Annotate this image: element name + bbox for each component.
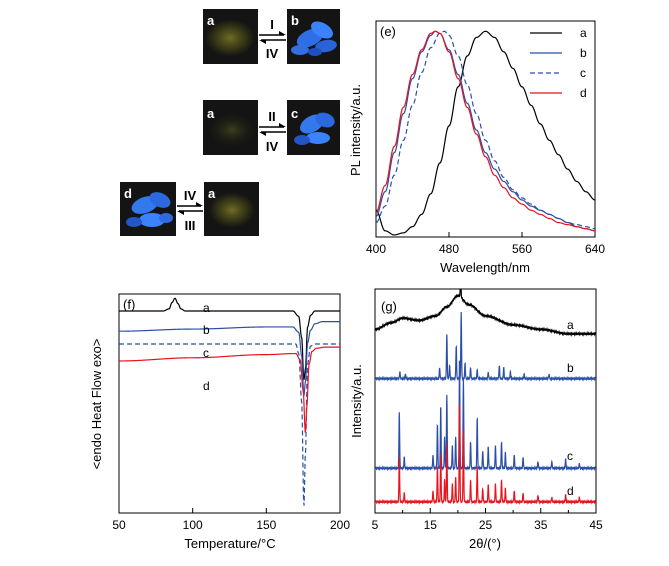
- x-tick-label: 640: [585, 242, 605, 256]
- legend-entry-c: c: [530, 66, 586, 80]
- x-axis-label: 2θ/(°): [469, 536, 501, 551]
- series-d-line: [376, 30, 595, 232]
- plot-frame: [374, 288, 597, 514]
- yellow-glow: [210, 114, 254, 146]
- photo-row-3: d a IV III: [120, 182, 259, 236]
- arrow-label-backward: III: [185, 218, 196, 233]
- arrow-label-backward: IV: [266, 139, 279, 154]
- series-c-line: [376, 30, 595, 230]
- arrow-label-forward: I: [270, 17, 274, 32]
- x-tick-label: 100: [183, 518, 203, 532]
- x-tick-label: 400: [366, 242, 386, 256]
- blue-crystals: [126, 192, 173, 227]
- xrd-curves: [375, 289, 596, 506]
- x-tick-label: 5: [372, 518, 379, 532]
- arrow-label-forward: II: [268, 109, 275, 124]
- xrd-chart: 5 15 25 35 45 (g) a b c d 2θ/(°) Intensity/a…: [349, 288, 603, 551]
- legend-entry-d: d: [530, 86, 587, 100]
- x-tick-label: 200: [330, 518, 350, 532]
- plot-frame: [118, 293, 341, 514]
- series-b-line: [375, 312, 596, 382]
- arrow-label-forward: IV: [184, 188, 197, 203]
- x-tick-label: 150: [256, 518, 276, 532]
- photo-row-2: a c II IV: [203, 100, 340, 155]
- arrow-label-backward: IV: [266, 46, 279, 61]
- x-ticks: 5 15 25 35 45: [372, 508, 603, 532]
- curve-label-b: b: [567, 361, 574, 375]
- x-tick-label: 15: [424, 518, 438, 532]
- dsc-curves: [119, 297, 340, 506]
- reversible-arrows: [259, 123, 286, 136]
- curve-label-c: c: [203, 346, 209, 360]
- curve-label-b: b: [203, 323, 210, 337]
- photo-tag: c: [291, 106, 298, 121]
- photo-panel: a b I IV a: [120, 9, 340, 236]
- legend-label: c: [580, 66, 586, 80]
- x-tick-label: 560: [512, 242, 532, 256]
- legend-label: d: [580, 86, 587, 100]
- series-a-line: [375, 289, 596, 337]
- x-tick-label: 50: [112, 518, 126, 532]
- x-ticks: 400 480 560 640: [366, 232, 605, 256]
- yellow-glow: [210, 193, 254, 227]
- curve-label-c: c: [567, 449, 573, 463]
- plot-frame: [375, 20, 596, 238]
- series-a-line: [119, 297, 340, 380]
- legend-label: b: [580, 46, 587, 60]
- pl-spectra-chart: 400 480 560 640 (e) Wavelength/nm PL intens…: [348, 20, 605, 275]
- x-axis-label: Temperature/°C: [184, 536, 275, 551]
- photo-tag: b: [291, 13, 299, 28]
- photo-tag: a: [207, 13, 215, 28]
- yellow-glow: [206, 20, 254, 56]
- series-c-line: [119, 343, 340, 506]
- legend-entry-a: a: [530, 26, 587, 40]
- legend: a b c d: [530, 26, 587, 100]
- legend-entry-b: b: [530, 46, 587, 60]
- series-b-line: [119, 321, 340, 396]
- series-d-line: [119, 346, 340, 433]
- y-axis-label: <endo Heat Flow exo>: [89, 339, 104, 470]
- reversible-arrows: [259, 31, 286, 44]
- pl-curves: [376, 30, 595, 236]
- curve-label-d: d: [203, 379, 210, 393]
- x-tick-label: 35: [534, 518, 548, 532]
- blue-crystals: [291, 21, 337, 56]
- legend-label: a: [580, 26, 587, 40]
- x-axis-label: Wavelength/nm: [440, 260, 530, 275]
- y-axis-label: PL intensity/a.u.: [348, 84, 363, 176]
- x-tick-label: 480: [439, 242, 459, 256]
- series-d-line: [375, 404, 596, 506]
- x-ticks: 50 100 150 200: [112, 508, 350, 532]
- curve-label-a: a: [567, 318, 574, 332]
- x-tick-label: 25: [479, 518, 493, 532]
- photo-tag: a: [207, 106, 215, 121]
- panel-label: (e): [380, 24, 396, 39]
- y-axis-label: Intensity/a.u.: [349, 364, 364, 438]
- photo-row-1: a b I IV: [203, 9, 340, 64]
- curve-label-d: d: [567, 484, 574, 498]
- series-a-line: [376, 30, 595, 236]
- dsc-chart: 50 100 150 200 (f) a b c d Temperature/°C <…: [89, 293, 350, 551]
- panel-label: (f): [123, 297, 135, 312]
- panel-label: (g): [381, 299, 397, 314]
- series-b-line: [376, 30, 595, 232]
- x-tick-label: 45: [589, 518, 603, 532]
- curve-label-a: a: [203, 301, 210, 315]
- photo-tag: a: [208, 186, 216, 201]
- photo-tag: d: [124, 186, 132, 201]
- blue-crystals: [294, 112, 335, 145]
- reversible-arrows: [177, 202, 203, 215]
- series-c-line: [375, 360, 596, 472]
